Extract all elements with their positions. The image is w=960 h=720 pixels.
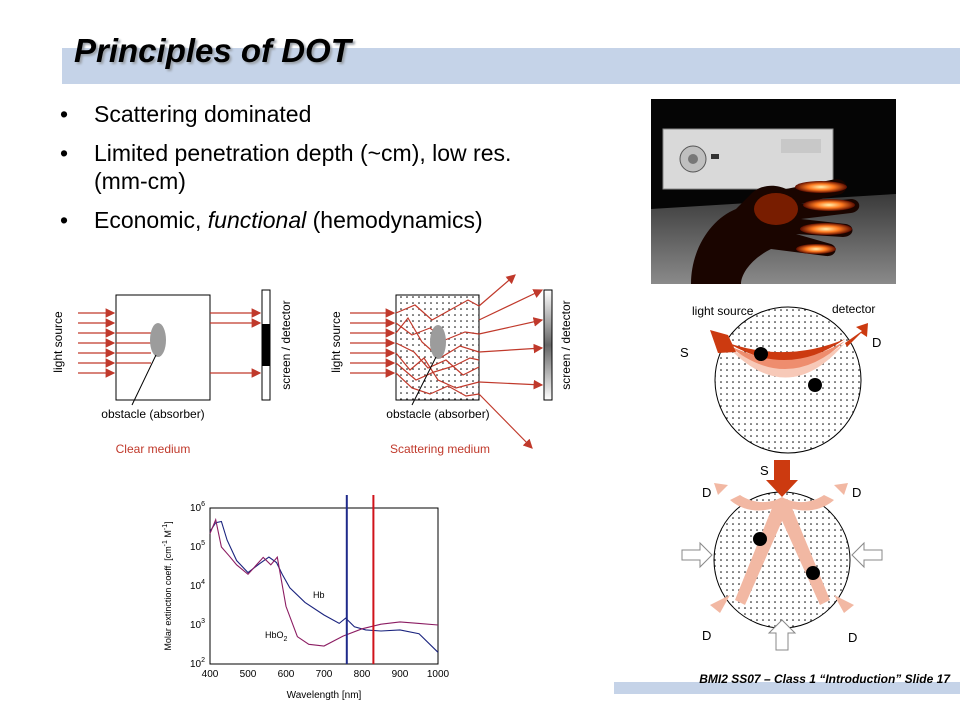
obstacle-ellipse xyxy=(430,325,446,359)
x-tick-label: 600 xyxy=(278,669,295,680)
bullet-text: Economic, xyxy=(94,207,208,234)
hand-transillumination-photo xyxy=(651,99,896,284)
x-tick-label: 800 xyxy=(354,669,371,680)
clear-medium-diagram: light source screen / detector obstacle … xyxy=(51,289,293,456)
extinction-spectrum-chart: 400 500 600 700 800 900 1000 102 103 104… xyxy=(162,495,450,701)
light-source-label: light source xyxy=(329,311,343,373)
source-marker-s: S xyxy=(760,463,769,478)
absorber-dot xyxy=(754,347,768,361)
screen-shadow xyxy=(262,324,270,366)
obstacle-ellipse xyxy=(150,323,166,357)
title-bar xyxy=(62,48,960,84)
obstacle-pointer xyxy=(411,356,437,406)
bullet-item: • Scattering dominated xyxy=(60,100,560,128)
slide-footer: BMI2 SS07 – Class 1 “Introduction” Slide… xyxy=(699,672,950,686)
diagram-caption: Clear medium xyxy=(116,442,191,456)
source-arrow xyxy=(710,330,736,353)
bullet-list: • Scattering dominated • Limited penetra… xyxy=(60,100,560,245)
hb-series-label: Hb xyxy=(313,590,325,600)
source-arrow xyxy=(766,460,798,497)
bullet-item: • Limited penetration depth (~cm), low r… xyxy=(60,139,560,195)
y-tick-label: 105 xyxy=(190,540,205,553)
footer-bar xyxy=(614,682,960,694)
detector-arrow-tl xyxy=(714,483,728,495)
diagram-caption: Scattering medium xyxy=(390,442,490,456)
detector-arrow xyxy=(845,323,868,347)
bullet-text: Scattering dominated xyxy=(94,101,312,127)
detector-marker-d: D xyxy=(702,628,711,643)
light-paths xyxy=(730,495,834,605)
scattering-medium-diagram: light source screen / detector obstacle … xyxy=(329,274,573,456)
hollow-arrow-right xyxy=(851,541,883,569)
detector-label: detector xyxy=(832,302,875,316)
banana-mid xyxy=(728,341,845,370)
absorber-dot xyxy=(753,532,767,546)
x-tick-label: 900 xyxy=(392,669,409,680)
hb-series-line xyxy=(209,520,439,653)
y-axis: 102 103 104 105 106 xyxy=(190,501,205,670)
bullet-dot: • xyxy=(60,101,69,127)
x-tick-label: 500 xyxy=(240,669,257,680)
y-tick-label: 106 xyxy=(190,501,205,514)
y-tick-label: 102 xyxy=(190,657,205,670)
x-axis: 400 500 600 700 800 900 1000 xyxy=(202,669,450,680)
x-axis-label: Wavelength [nm] xyxy=(287,690,362,701)
scattered-light-rays xyxy=(350,274,544,449)
screen-label: screen / detector xyxy=(559,300,573,389)
bullet-dot: • xyxy=(60,140,69,167)
tomographic-geometry: S D D D D xyxy=(681,460,883,651)
detector-arrow-tr xyxy=(834,483,848,495)
y-tick-label: 103 xyxy=(190,618,205,631)
bullet-item: • Economic, functional (hemodynamics) xyxy=(60,206,560,234)
bullet-text: Limited penetration depth (~cm), low res… xyxy=(94,140,512,195)
detector-arrow-bl xyxy=(710,595,730,613)
screen-label: screen / detector xyxy=(279,300,293,389)
detector-arrow-br xyxy=(834,595,854,613)
x-tick-label: 700 xyxy=(316,669,333,680)
absorber-dot xyxy=(808,378,822,392)
hbo2-series-label: HbO2 xyxy=(265,630,288,643)
x-tick-label: 400 xyxy=(202,669,219,680)
banana-path-geometry: light source detector S D xyxy=(680,302,881,454)
detector-marker-d: D xyxy=(848,630,857,645)
light-rays xyxy=(78,308,262,378)
bullet-dot: • xyxy=(60,207,69,234)
plot-frame xyxy=(209,507,439,665)
x-tick-label: 1000 xyxy=(427,669,450,680)
light-source-label: light source xyxy=(51,311,65,373)
bullet-text: (hemodynamics) xyxy=(306,207,483,234)
y-axis-label: Molar extinction coeff. [cm-1 M-1] xyxy=(162,521,173,650)
detector-marker-d: D xyxy=(852,485,861,500)
slide-title: Principles of DOT xyxy=(74,32,351,69)
obstacle-label: obstacle (absorber) xyxy=(101,407,204,421)
light-source-label: light source xyxy=(692,304,754,318)
detector-marker-d: D xyxy=(702,485,711,500)
bullet-emphasis: functional xyxy=(207,207,307,234)
screen-bar xyxy=(543,289,553,401)
hollow-arrow-left xyxy=(681,541,713,569)
y-tick-label: 104 xyxy=(190,579,205,592)
banana-outer xyxy=(728,343,845,378)
tissue-circle xyxy=(714,306,862,454)
absorber-dot xyxy=(806,566,820,580)
hollow-arrow-bottom xyxy=(767,619,797,651)
obstacle-pointer xyxy=(131,354,157,406)
source-marker-s: S xyxy=(680,345,689,360)
hbo2-series-line xyxy=(209,517,439,647)
detector-marker-d: D xyxy=(872,335,881,350)
obstacle-label: obstacle (absorber) xyxy=(386,407,489,421)
